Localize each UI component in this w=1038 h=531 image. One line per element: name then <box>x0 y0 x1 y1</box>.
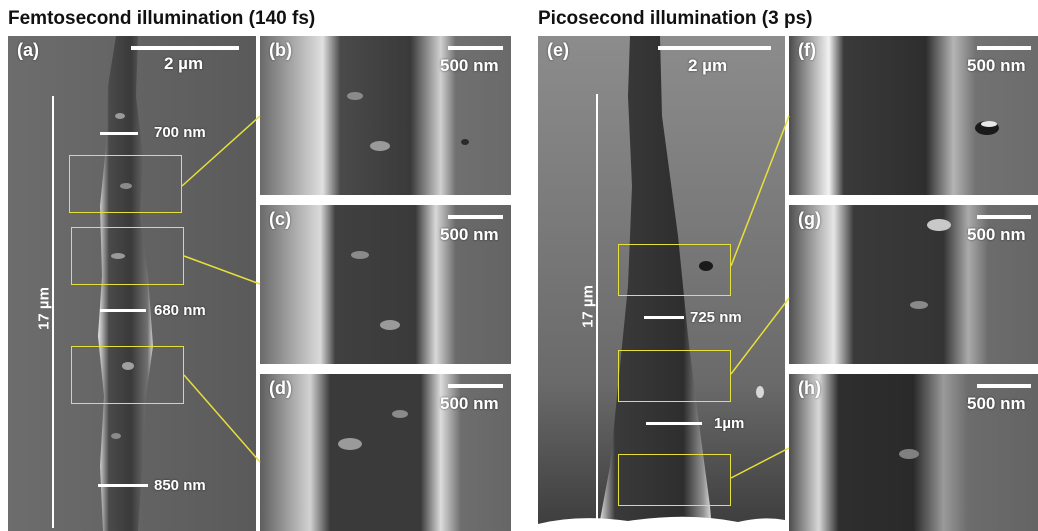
inset-box-b <box>69 155 182 213</box>
panel-b: (b) 500 nm <box>260 36 511 195</box>
scale-bar-c <box>448 215 503 219</box>
inset-box-d <box>71 346 184 404</box>
panel-h-label: (h) <box>798 378 821 398</box>
femtosecond-heading: Femtosecond illumination (140 fs) <box>8 8 316 29</box>
panel-f-label: (f) <box>798 40 816 60</box>
sem-image-b <box>260 36 511 195</box>
width-text-a2: 680 nm <box>154 302 206 319</box>
scale-bar-f <box>977 46 1031 50</box>
panel-d-label: (d) <box>269 378 292 398</box>
sem-image-c <box>260 205 511 364</box>
sem-image-d <box>260 374 511 531</box>
scale-text-e: 2 µm <box>688 56 728 75</box>
panel-g: (g) 500 nm <box>789 205 1038 364</box>
panel-f: (f) 500 nm <box>789 36 1038 195</box>
sem-image-f <box>789 36 1038 195</box>
scale-text-h: 500 nm <box>967 394 1026 413</box>
width-marker-a3 <box>98 484 148 487</box>
width-text-e2: 1µm <box>714 415 745 432</box>
scale-bar-d <box>448 384 503 388</box>
scale-bar-h <box>977 384 1031 388</box>
width-marker-a1 <box>100 132 138 135</box>
panel-d: (d) 500 nm <box>260 374 511 531</box>
scale-bar-a <box>131 46 239 50</box>
inset-box-h <box>618 454 731 506</box>
inset-box-c <box>71 227 184 285</box>
width-text-a3: 850 nm <box>154 477 206 494</box>
picosecond-heading: Picosecond illumination (3 ps) <box>538 8 813 29</box>
width-text-e1: 725 nm <box>690 309 742 326</box>
length-text-a: 17 µm <box>35 287 53 330</box>
panel-c-label: (c) <box>269 209 291 229</box>
length-text-e: 17 µm <box>579 285 597 328</box>
inset-box-g <box>618 350 731 402</box>
panel-a: (a) 2 µm 17 µm 700 nm 680 nm 850 nm <box>8 36 256 531</box>
scale-text-c: 500 nm <box>440 225 499 244</box>
scale-text-d: 500 nm <box>440 394 499 413</box>
scale-text-a: 2 µm <box>164 54 204 73</box>
width-marker-a2 <box>100 309 146 312</box>
width-marker-e2 <box>646 422 702 425</box>
width-marker-e1 <box>644 316 684 319</box>
sem-image-g <box>789 205 1038 364</box>
scale-bar-g <box>977 215 1031 219</box>
panel-e-label: (e) <box>547 40 569 60</box>
scale-bar-b <box>448 46 503 50</box>
scale-text-b: 500 nm <box>440 56 499 75</box>
panel-b-label: (b) <box>269 40 292 60</box>
length-line-a <box>52 96 54 528</box>
inset-box-f <box>618 244 731 296</box>
scale-text-f: 500 nm <box>967 56 1026 75</box>
panel-g-label: (g) <box>798 209 821 229</box>
sem-image-h <box>789 374 1038 531</box>
length-line-e <box>596 94 598 526</box>
panel-e: (e) 2 µm 17 µm 725 nm 1µm <box>538 36 785 531</box>
panel-a-label: (a) <box>17 40 39 60</box>
scale-text-g: 500 nm <box>967 225 1026 244</box>
scale-bar-e <box>658 46 771 50</box>
panel-c: (c) 500 nm <box>260 205 511 364</box>
panel-h: (h) 500 nm <box>789 374 1038 531</box>
width-text-a1: 700 nm <box>154 124 206 141</box>
